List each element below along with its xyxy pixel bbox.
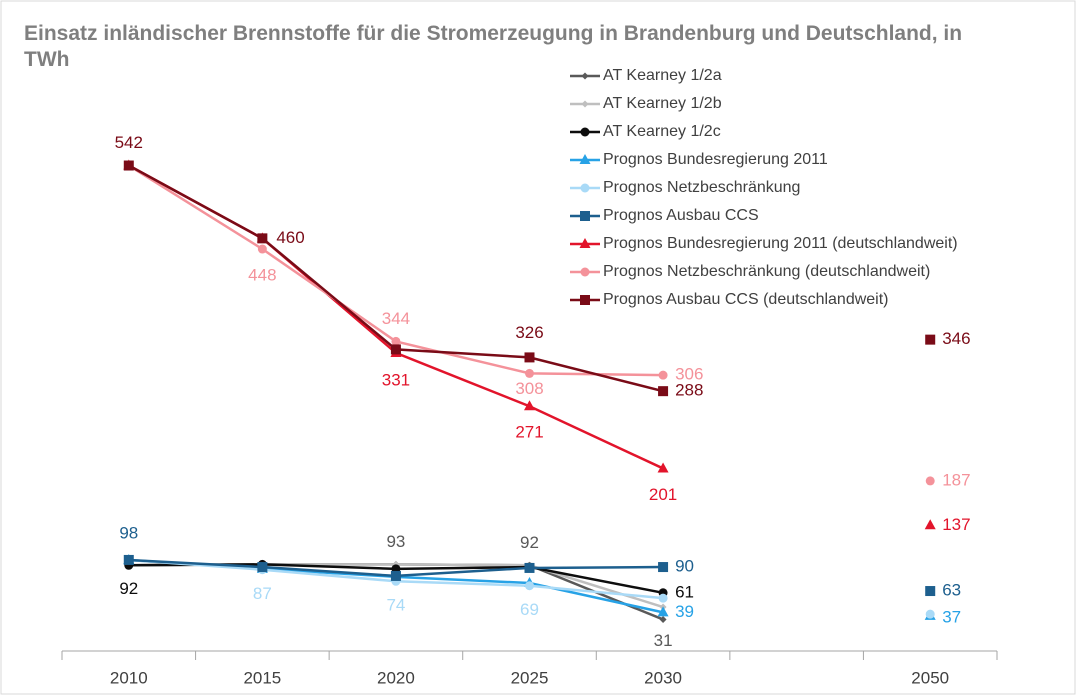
marker bbox=[659, 615, 667, 623]
marker bbox=[657, 606, 669, 617]
data-label: 331 bbox=[382, 370, 410, 389]
series: 542 460 326 288 346 bbox=[115, 133, 971, 400]
x-tick-label: 2025 bbox=[511, 668, 549, 687]
marker bbox=[524, 400, 535, 411]
marker bbox=[525, 368, 534, 378]
marker bbox=[925, 476, 935, 486]
marker bbox=[925, 609, 935, 619]
data-label: 92 bbox=[119, 579, 138, 598]
legend-marker bbox=[580, 295, 590, 305]
marker bbox=[123, 554, 134, 565]
data-label: 460 bbox=[276, 228, 304, 247]
legend-label: Prognos Bundesregierung 2011 (deutschlan… bbox=[603, 235, 958, 252]
legend-marker bbox=[581, 72, 589, 80]
data-label: 98 bbox=[119, 523, 138, 542]
data-label: 90 bbox=[675, 557, 694, 576]
legend-label: Prognos Ausbau CCS bbox=[603, 207, 759, 224]
legend-marker bbox=[579, 154, 591, 164]
legend-marker bbox=[580, 267, 590, 277]
legend-label: Prognos Netzbeschränkung (deutschlandwei… bbox=[603, 263, 930, 280]
marker bbox=[658, 370, 668, 380]
x-tick-label: 2010 bbox=[110, 668, 148, 687]
data-label: 542 bbox=[115, 133, 143, 152]
marker bbox=[123, 160, 134, 171]
x-tick-label: 2050 bbox=[911, 668, 949, 687]
data-label: 69 bbox=[520, 600, 539, 619]
data-label: 137 bbox=[942, 515, 970, 534]
marker bbox=[524, 562, 535, 573]
data-label: 31 bbox=[654, 631, 673, 650]
data-label: 87 bbox=[253, 584, 272, 603]
data-label: 92 bbox=[520, 533, 539, 552]
marker bbox=[257, 562, 268, 573]
legend-label: AT Kearney 1/2b bbox=[603, 95, 722, 112]
series: 448 344 308 306 187 bbox=[124, 161, 971, 489]
data-label: 344 bbox=[382, 309, 410, 328]
data-label: 74 bbox=[386, 596, 405, 615]
data-label: 448 bbox=[248, 266, 276, 285]
data-label: 288 bbox=[675, 381, 703, 400]
x-tick-label: 2030 bbox=[644, 668, 682, 687]
marker bbox=[524, 352, 535, 363]
legend-label: AT Kearney 1/2a bbox=[603, 67, 722, 84]
data-label: 308 bbox=[515, 379, 543, 398]
marker bbox=[390, 570, 401, 581]
marker bbox=[925, 334, 936, 345]
marker bbox=[658, 593, 668, 603]
marker bbox=[257, 244, 267, 254]
data-label: 326 bbox=[515, 323, 543, 342]
marker bbox=[658, 386, 669, 397]
data-label: 346 bbox=[942, 329, 970, 348]
marker bbox=[525, 581, 534, 591]
data-label: 37 bbox=[942, 607, 961, 626]
marker bbox=[925, 586, 936, 597]
legend-label: Prognos Bundesregierung 2011 bbox=[603, 151, 828, 168]
legend-marker bbox=[581, 100, 589, 108]
legend-marker bbox=[580, 211, 590, 221]
data-label: 93 bbox=[386, 532, 405, 551]
marker bbox=[257, 233, 268, 244]
legend-marker bbox=[580, 127, 590, 137]
legend-marker bbox=[579, 238, 591, 248]
legend-marker bbox=[580, 183, 590, 193]
series: 98 90 63 bbox=[119, 523, 961, 599]
legend-label: Prognos Netzbeschränkung bbox=[603, 179, 800, 196]
data-label: 271 bbox=[515, 423, 543, 442]
data-label: 61 bbox=[675, 582, 694, 601]
x-tick-label: 2020 bbox=[377, 668, 415, 687]
legend-label: Prognos Ausbau CCS (deutschlandweit) bbox=[603, 291, 889, 308]
x-tick-label: 2015 bbox=[243, 668, 281, 687]
marker bbox=[924, 519, 936, 530]
legend-label: AT Kearney 1/2c bbox=[603, 123, 721, 140]
data-label: 63 bbox=[942, 581, 961, 600]
marker bbox=[391, 336, 401, 346]
data-label: 306 bbox=[675, 365, 703, 384]
data-label: 201 bbox=[649, 485, 677, 504]
data-label: 187 bbox=[942, 470, 970, 489]
marker bbox=[390, 344, 401, 355]
data-label: 39 bbox=[675, 602, 694, 621]
marker bbox=[658, 562, 669, 573]
chart-title: Einsatz inländischer Brennstoffe für die… bbox=[24, 22, 962, 71]
marker bbox=[657, 462, 669, 473]
